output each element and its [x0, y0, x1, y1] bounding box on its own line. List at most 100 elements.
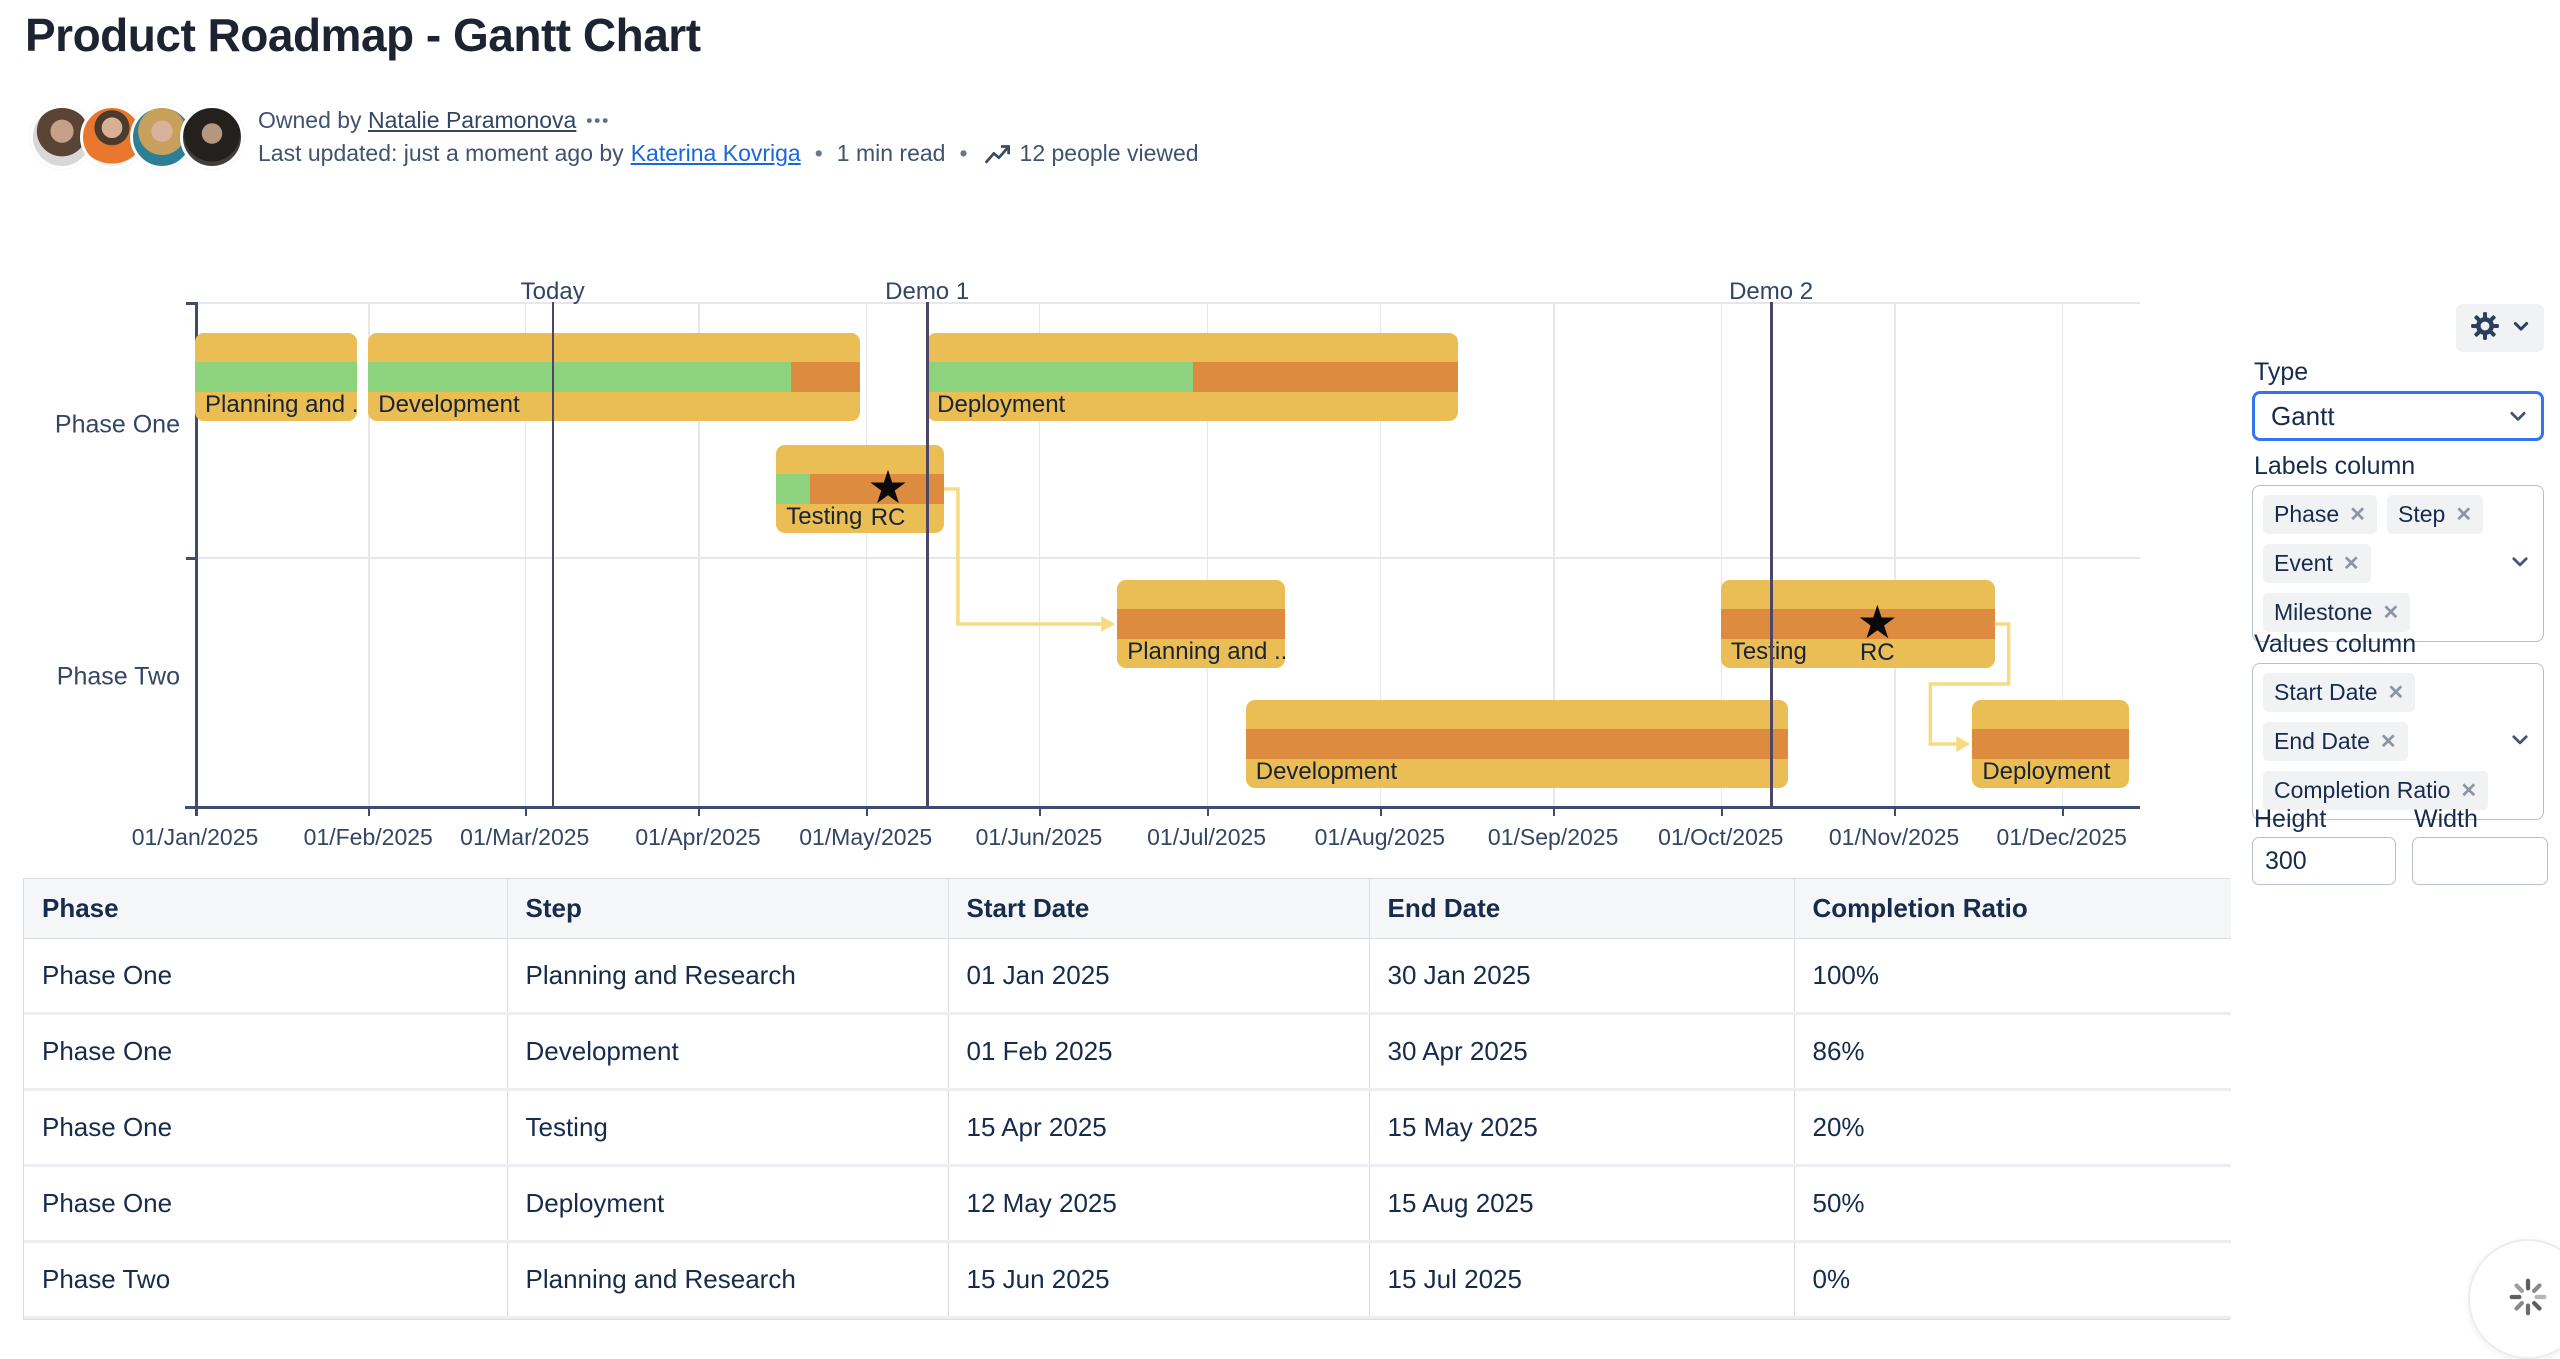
avatar[interactable]	[180, 105, 244, 169]
table-cell[interactable]: 15 Aug 2025	[1369, 1165, 1795, 1243]
gantt-bar-deployment[interactable]: Deployment	[1972, 700, 2129, 788]
tag-label: Phase	[2274, 501, 2340, 527]
milestone-star-icon[interactable]: ★	[867, 461, 909, 514]
completed-portion	[927, 362, 1193, 392]
table-cell[interactable]: Deployment	[507, 1165, 949, 1243]
dot-separator: •	[959, 140, 968, 166]
table-cell[interactable]: Phase One	[24, 1089, 508, 1167]
table-cell[interactable]: 15 Jun 2025	[948, 1241, 1370, 1319]
chevron-down-icon	[2509, 550, 2531, 577]
table-cell[interactable]: 50%	[1794, 1165, 2231, 1243]
table-cell[interactable]: 15 Jul 2025	[1369, 1241, 1795, 1319]
table-cell[interactable]: 100%	[1794, 938, 2231, 1015]
table-cell[interactable]: 12 May 2025	[948, 1165, 1370, 1243]
tag-remove-icon[interactable]: ✕	[2382, 602, 2400, 624]
tag-label: Completion Ratio	[2274, 777, 2451, 803]
gear-icon	[2469, 310, 2501, 347]
event-line-demo-1	[926, 302, 929, 806]
width-input[interactable]	[2412, 837, 2548, 885]
table-cell[interactable]: 20%	[1794, 1089, 2231, 1167]
gantt-bar-development[interactable]: Development	[1245, 700, 1788, 788]
table-cell[interactable]: 30 Apr 2025	[1369, 1013, 1795, 1091]
tag-remove-icon[interactable]: ✕	[2460, 780, 2478, 802]
table-cell[interactable]: 86%	[1794, 1013, 2231, 1091]
month-gridline	[1553, 302, 1555, 806]
table-cell[interactable]: 01 Feb 2025	[948, 1013, 1370, 1091]
axis-tick-label: 01/Oct/2025	[1658, 824, 1784, 850]
completion-stripe	[927, 362, 1459, 392]
table-cell[interactable]: Development	[507, 1013, 949, 1091]
table-cell[interactable]: Phase One	[24, 938, 508, 1015]
gantt-bar-planning-and-research[interactable]: Planning and ...	[1117, 580, 1285, 668]
values-column-label: Values column	[2254, 630, 2417, 658]
values-column-select[interactable]: Start Date ✕ End Date ✕ Completion Ratio ✕	[2252, 663, 2544, 820]
owned-by-text: Owned by	[258, 107, 362, 133]
tag-remove-icon[interactable]: ✕	[2387, 682, 2405, 704]
gantt-bar-development[interactable]: Development	[368, 333, 861, 421]
axis-tick-label: 01/Dec/2025	[1996, 824, 2127, 850]
table-cell[interactable]: Planning and Research	[507, 938, 949, 1015]
tag-remove-icon[interactable]: ✕	[2342, 553, 2360, 575]
milestone-star-icon[interactable]: ★	[1856, 596, 1898, 649]
table-cell[interactable]: Planning and Research	[507, 1241, 949, 1319]
table-cell[interactable]: Phase One	[24, 1165, 508, 1243]
type-label: Type	[2254, 358, 2309, 386]
gantt-bar-testing[interactable]: Testing	[776, 445, 944, 533]
table-cell[interactable]: Phase One	[24, 1013, 508, 1091]
table-cell[interactable]: 15 May 2025	[1369, 1089, 1795, 1167]
width-label: Width	[2414, 805, 2478, 833]
gantt-bar-planning-and-research[interactable]: Planning and ...	[195, 333, 358, 421]
tag-remove-icon[interactable]: ✕	[2379, 731, 2397, 753]
tag-remove-icon[interactable]: ✕	[2349, 504, 2366, 526]
bar-label: Deployment	[937, 391, 1066, 418]
tag-milestone: Milestone ✕	[2263, 593, 2411, 632]
tag-label: Start Date	[2274, 679, 2378, 705]
table-cell[interactable]: 15 Apr 2025	[948, 1089, 1370, 1167]
updated-author-link[interactable]: Katerina Kovriga	[630, 140, 801, 166]
event-line-demo-2	[1770, 302, 1773, 806]
avatar-group	[30, 105, 244, 169]
table-header-row: Phase Step Start Date End Date Completion Ra…	[24, 879, 2231, 939]
owner-link[interactable]: Natalie Paramonova	[367, 107, 577, 133]
completed-portion	[776, 474, 810, 504]
chart-settings-button[interactable]	[2456, 304, 2544, 352]
axis-tick-label: 01/Jul/2025	[1147, 824, 1267, 850]
axis-tick	[1379, 806, 1382, 816]
bar-label: Planning and ...	[1127, 638, 1285, 665]
bar-label: Deployment	[1982, 758, 2111, 785]
bar-label: Planning and ...	[205, 391, 358, 418]
tag-completion-ratio: Completion Ratio ✕	[2263, 771, 2489, 810]
gantt-bar-deployment[interactable]: Deployment	[927, 333, 1459, 421]
table-cell[interactable]: 01 Jan 2025	[948, 938, 1370, 1015]
height-input[interactable]	[2252, 837, 2396, 885]
table-cell[interactable]: Phase Two	[24, 1241, 508, 1319]
axis-tick	[2061, 806, 2064, 816]
month-gridline	[1379, 302, 1382, 806]
phase-label: Phase One	[54, 410, 180, 439]
table-cell[interactable]: 30 Jan 2025	[1369, 938, 1795, 1015]
month-gridline	[1206, 302, 1209, 806]
labels-column-select[interactable]: Phase ✕ Step ✕ Event ✕ Milestone ✕	[2252, 485, 2544, 642]
tag-label: Event	[2274, 550, 2333, 576]
row-gridline	[195, 302, 2140, 304]
tag-remove-icon[interactable]: ✕	[2455, 504, 2473, 526]
row-gridline	[195, 557, 2140, 559]
axis-tick	[1553, 806, 1556, 816]
column-header-phase: Phase	[24, 879, 508, 939]
tag-label: End Date	[2274, 728, 2370, 754]
table-cell[interactable]: Testing	[507, 1089, 949, 1167]
tag-phase: Phase ✕	[2263, 495, 2377, 534]
dot-separator: •	[814, 140, 823, 166]
table-cell[interactable]: 0%	[1794, 1241, 2231, 1319]
table-row: Phase Two Planning and Research 15 Jun 202…	[24, 1241, 2231, 1319]
column-header-end-date: End Date	[1369, 879, 1795, 939]
completion-stripe	[368, 362, 861, 392]
type-select[interactable]: Gantt	[2252, 391, 2544, 441]
more-icon[interactable]: •••	[586, 111, 611, 130]
month-gridline	[368, 302, 370, 806]
y-axis-tick	[186, 557, 195, 560]
completed-portion	[368, 362, 792, 392]
table-row: Phase One Testing 15 Apr 2025 15 May 2025 20…	[24, 1089, 2231, 1167]
bar-label: Development	[378, 391, 520, 418]
completion-stripe	[1117, 609, 1285, 639]
